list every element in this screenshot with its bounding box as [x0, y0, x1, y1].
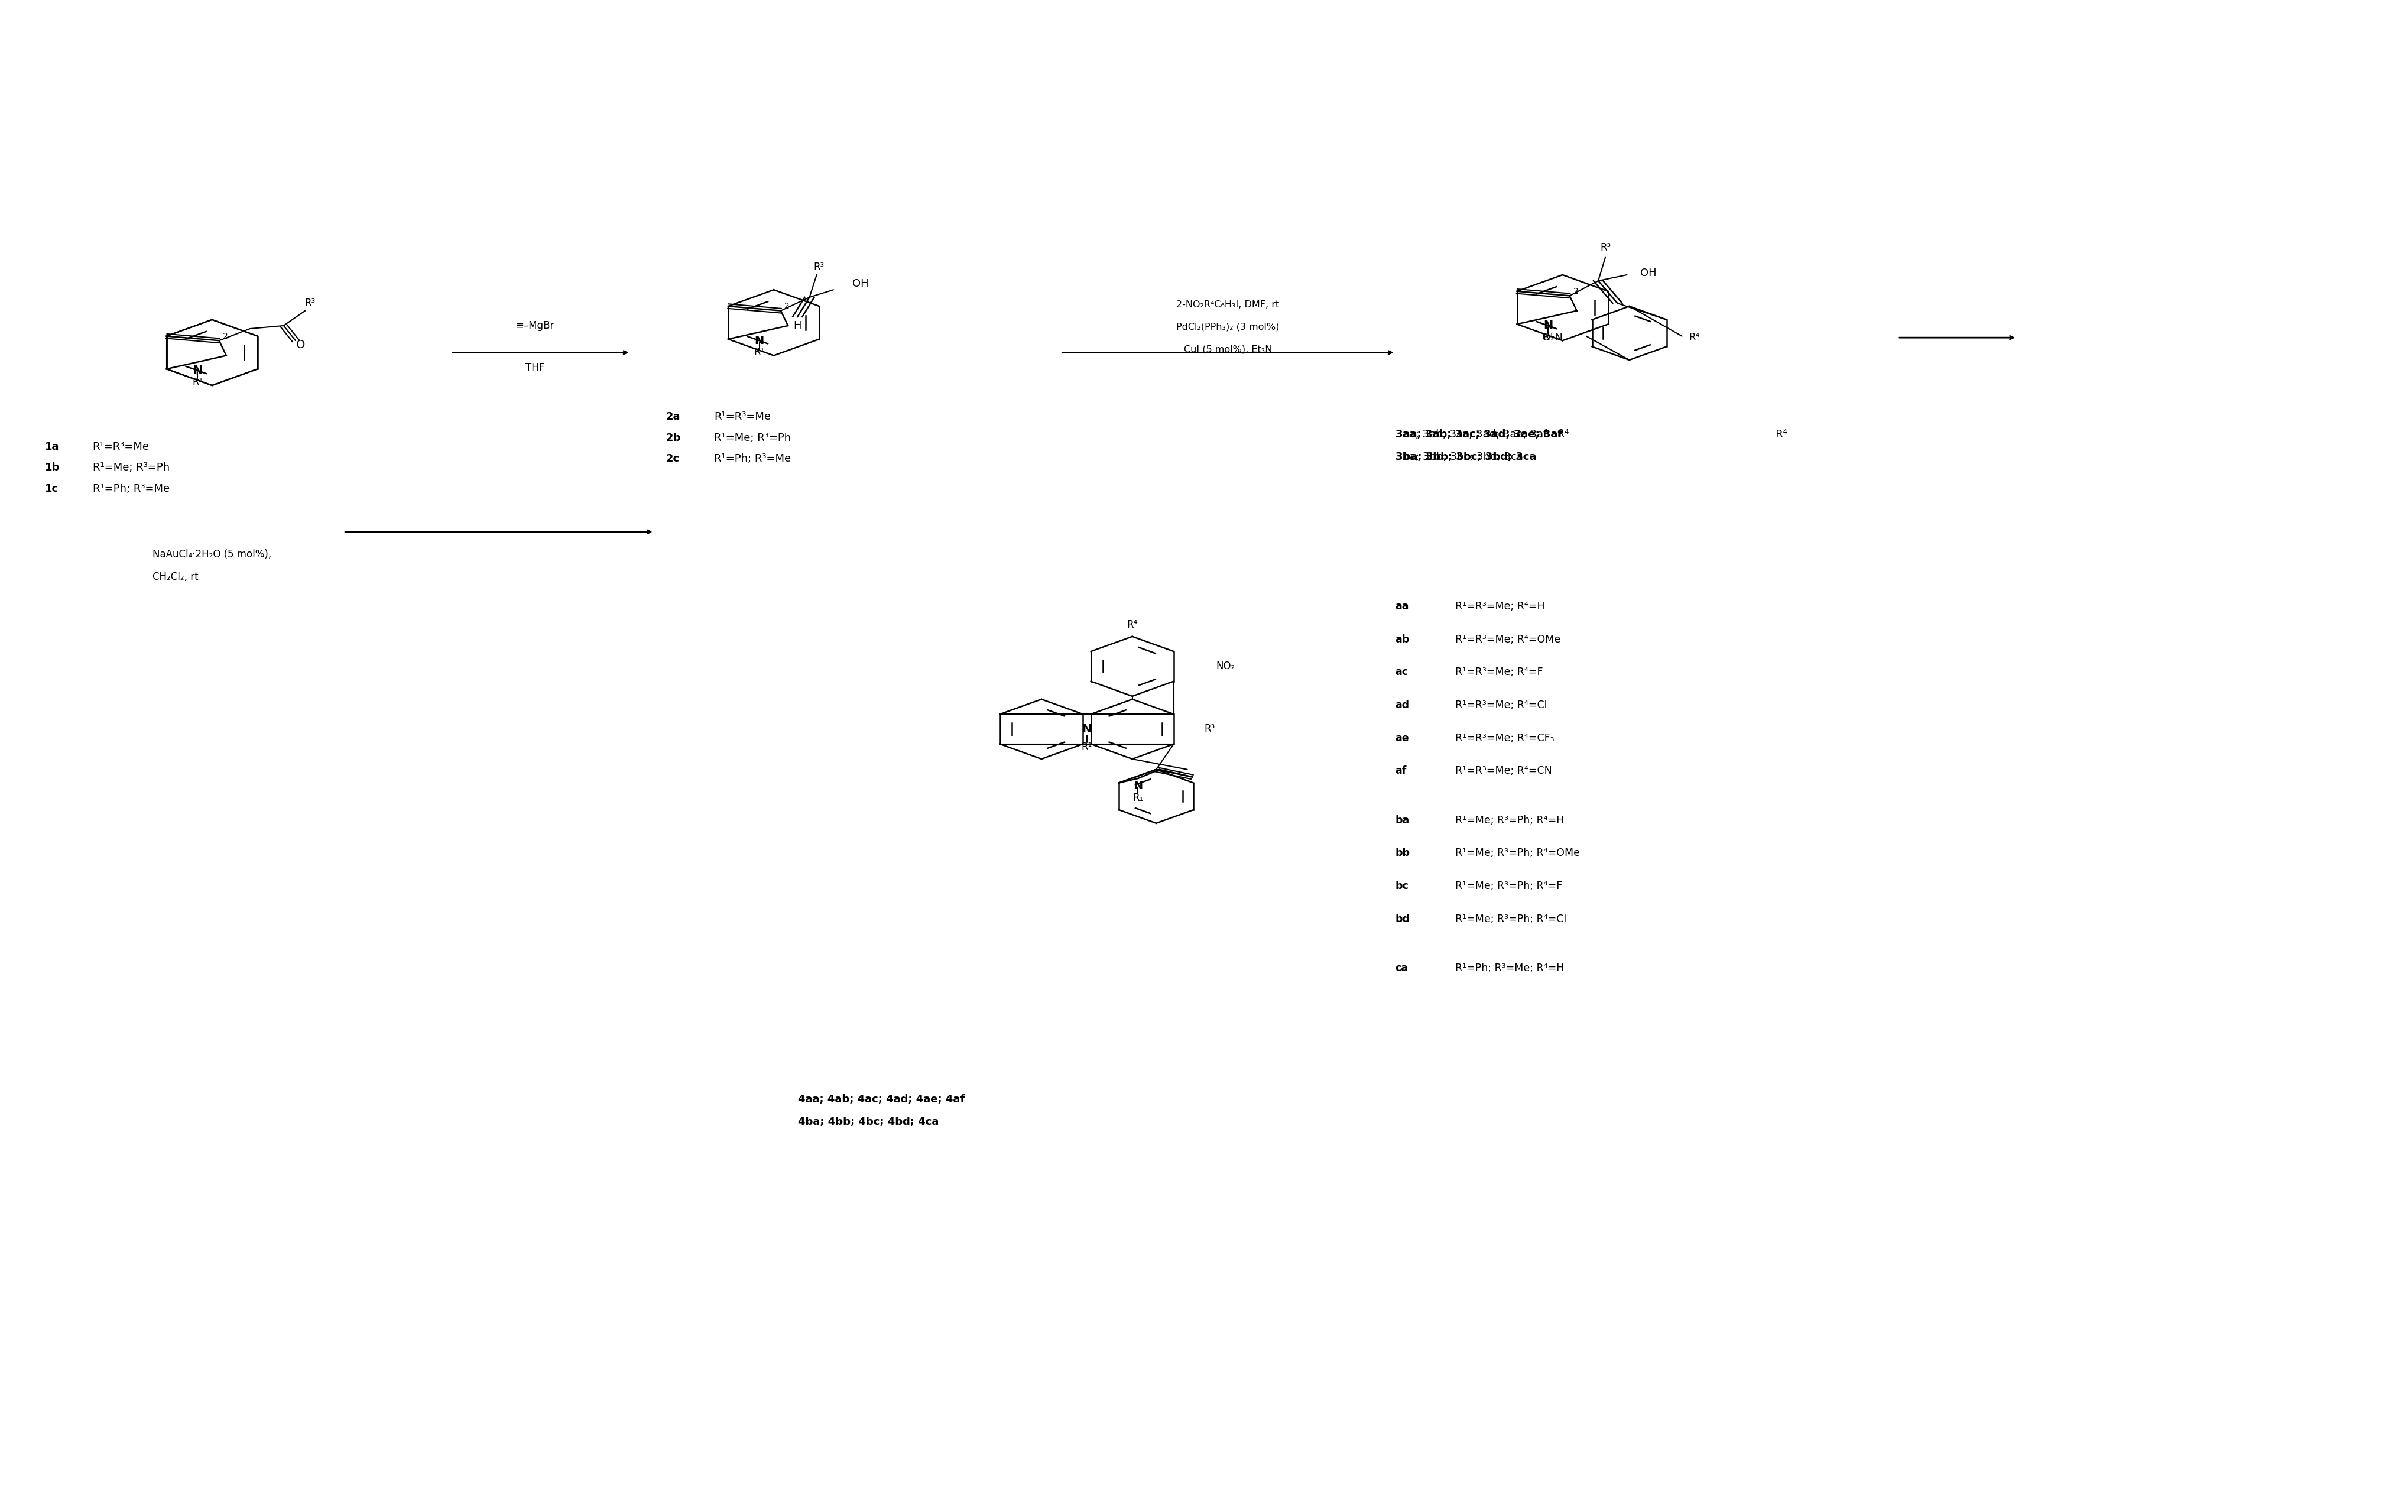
Text: ae: ae	[1394, 733, 1409, 744]
Text: R¹=Me; R³=Ph; R⁴=Cl: R¹=Me; R³=Ph; R⁴=Cl	[1454, 913, 1565, 924]
Text: NaAuCl₄·2H₂O (5 mol%),: NaAuCl₄·2H₂O (5 mol%),	[152, 549, 272, 559]
Text: R¹=Me; R³=Ph: R¹=Me; R³=Ph	[715, 432, 790, 443]
Text: 4ba; 4bb; 4bc; 4bd; 4ca: 4ba; 4bb; 4bc; 4bd; 4ca	[797, 1117, 939, 1128]
Text: R¹=R³=Me; R⁴=Cl: R¹=R³=Me; R⁴=Cl	[1454, 700, 1546, 711]
Text: PdCl₂(PPh₃)₂ (3 mol%): PdCl₂(PPh₃)₂ (3 mol%)	[1178, 322, 1279, 331]
Text: bd: bd	[1394, 913, 1411, 924]
Text: 2: 2	[1572, 287, 1577, 295]
Text: 2: 2	[785, 302, 790, 310]
Text: R³: R³	[303, 298, 315, 308]
Text: THF: THF	[525, 363, 544, 373]
Text: ac: ac	[1394, 667, 1409, 677]
Text: R¹=R³=Me: R¹=R³=Me	[92, 442, 149, 452]
Text: R⁴: R⁴	[1765, 429, 1787, 440]
Text: R¹: R¹	[193, 376, 202, 387]
Text: R³: R³	[1204, 724, 1214, 735]
Text: R³: R³	[814, 262, 824, 272]
Text: CH₂Cl₂, rt: CH₂Cl₂, rt	[152, 572, 197, 582]
Text: 2-NO₂R⁴C₆H₃I, DMF, rt: 2-NO₂R⁴C₆H₃I, DMF, rt	[1178, 301, 1279, 308]
Text: R¹=R³=Me; R⁴=CF₃: R¹=R³=Me; R⁴=CF₃	[1454, 733, 1553, 744]
Text: N: N	[754, 336, 763, 346]
Text: H: H	[795, 321, 802, 331]
Text: R¹=Me; R³=Ph; R⁴=H: R¹=Me; R³=Ph; R⁴=H	[1454, 815, 1563, 826]
Text: R¹=R³=Me; R⁴=OMe: R¹=R³=Me; R⁴=OMe	[1454, 634, 1560, 644]
Text: R¹=Ph; R³=Me; R⁴=H: R¹=Ph; R³=Me; R⁴=H	[1454, 963, 1563, 974]
Text: N: N	[1134, 780, 1141, 791]
Text: R¹=Ph; R³=Me: R¹=Ph; R³=Me	[715, 454, 790, 464]
Text: aa: aa	[1394, 602, 1409, 612]
Text: 4aa; 4ab; 4ac; 4ad; 4ae; 4af: 4aa; 4ab; 4ac; 4ad; 4ae; 4af	[797, 1095, 966, 1105]
Text: OH: OH	[1640, 268, 1657, 278]
Text: NO₂: NO₂	[1216, 661, 1235, 671]
Text: 3aa; 3ab; 3ac; 3ad; 3ae; 3af: 3aa; 3ab; 3ac; 3ad; 3ae; 3af	[1394, 429, 1563, 440]
Text: OH: OH	[852, 278, 869, 289]
Text: R¹=Me; R³=Ph: R¹=Me; R³=Ph	[92, 463, 169, 473]
Text: 3ba; 3bb; 3bc; 3bd; 3ca: 3ba; 3bb; 3bc; 3bd; 3ca	[1394, 452, 1522, 463]
Text: R¹=Ph; R³=Me: R¹=Ph; R³=Me	[92, 484, 169, 494]
Text: 1c: 1c	[46, 484, 58, 494]
Text: R¹: R¹	[1544, 333, 1553, 343]
Text: R¹=Me; R³=Ph; R⁴=F: R¹=Me; R³=Ph; R⁴=F	[1454, 880, 1563, 891]
Text: 3aa; 3ab; 3ac; 3ad; 3ae; 3af   R⁴: 3aa; 3ab; 3ac; 3ad; 3ae; 3af R⁴	[1394, 429, 1568, 440]
Text: bb: bb	[1394, 848, 1411, 859]
Text: R¹=R³=Me; R⁴=H: R¹=R³=Me; R⁴=H	[1454, 602, 1544, 612]
Text: 2: 2	[222, 333, 229, 340]
Text: CuI (5 mol%), Et₃N: CuI (5 mol%), Et₃N	[1185, 345, 1271, 354]
Text: N: N	[1081, 723, 1091, 735]
Text: R¹: R¹	[1081, 742, 1093, 753]
Text: R¹=R³=Me; R⁴=CN: R¹=R³=Me; R⁴=CN	[1454, 765, 1551, 776]
Text: bc: bc	[1394, 880, 1409, 891]
Text: 3ba; 3bb; 3bc; 3bd; 3ca: 3ba; 3bb; 3bc; 3bd; 3ca	[1394, 452, 1536, 463]
Text: ad: ad	[1394, 700, 1409, 711]
Text: ab: ab	[1394, 634, 1409, 644]
Text: R¹=Me; R³=Ph; R⁴=OMe: R¹=Me; R³=Ph; R⁴=OMe	[1454, 848, 1580, 859]
Text: af: af	[1394, 765, 1406, 776]
Text: N: N	[1544, 321, 1553, 331]
Text: R¹=R³=Me; R⁴=F: R¹=R³=Me; R⁴=F	[1454, 667, 1544, 677]
Text: O: O	[296, 340, 306, 351]
Text: R₁: R₁	[1132, 792, 1144, 803]
Text: O₂N: O₂N	[1541, 333, 1563, 343]
Text: R⁴: R⁴	[1127, 620, 1137, 631]
Text: 2b: 2b	[667, 432, 681, 443]
Text: R¹=R³=Me: R¹=R³=Me	[715, 411, 771, 422]
Text: N: N	[193, 364, 202, 376]
Text: ba: ba	[1394, 815, 1409, 826]
Text: ≡–MgBr: ≡–MgBr	[515, 321, 554, 331]
Text: 2c: 2c	[667, 454, 679, 464]
Text: 1a: 1a	[46, 442, 60, 452]
Text: 2a: 2a	[667, 411, 681, 422]
Text: R³: R³	[1599, 242, 1611, 254]
Text: R⁴: R⁴	[1688, 333, 1700, 343]
Text: ca: ca	[1394, 963, 1409, 974]
Text: R¹: R¹	[754, 348, 766, 358]
Text: 1b: 1b	[46, 463, 60, 473]
